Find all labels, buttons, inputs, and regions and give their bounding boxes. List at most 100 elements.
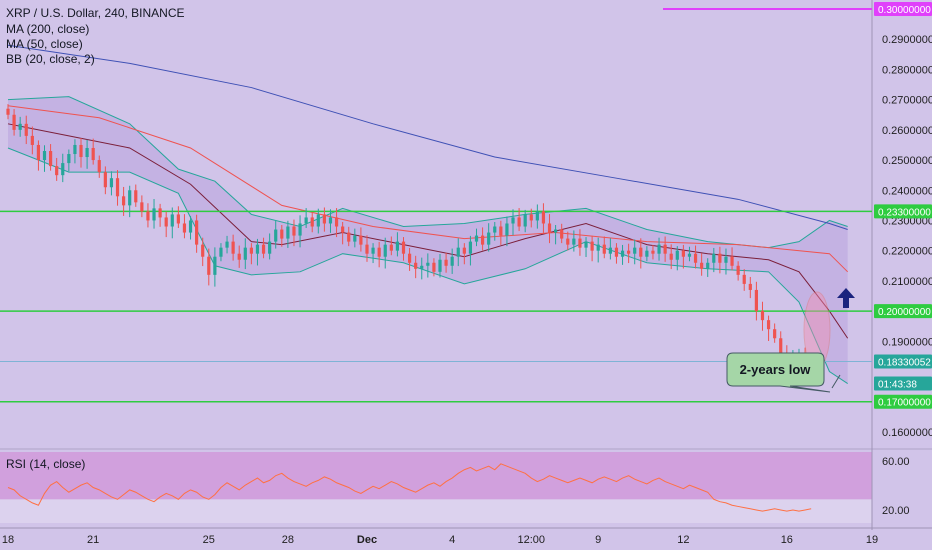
candle-body	[55, 166, 59, 176]
candle	[170, 207, 174, 239]
candle-body	[474, 235, 479, 242]
legend-bb: BB (20, close, 2)	[6, 52, 95, 66]
price-tag	[874, 354, 932, 369]
candle	[122, 186, 126, 216]
y-tick-label: 0.16000000	[882, 427, 932, 439]
ma50-line	[7, 105, 849, 273]
candle-body	[663, 244, 667, 254]
candle-body	[614, 247, 619, 257]
candle	[639, 238, 643, 269]
candle-body	[128, 190, 132, 206]
candle-body	[773, 329, 777, 339]
x-tick-label: 21	[87, 534, 99, 546]
candle	[450, 248, 454, 274]
candle	[760, 301, 765, 331]
candle-body	[438, 259, 442, 272]
candle	[596, 237, 600, 263]
candle-body	[748, 283, 752, 290]
candle-body	[535, 211, 539, 221]
candle	[681, 244, 685, 269]
candle-body	[73, 144, 77, 155]
candle	[614, 243, 619, 264]
candle	[602, 236, 606, 259]
candle-body	[718, 253, 722, 263]
candle-body	[487, 232, 491, 245]
candle	[560, 223, 564, 244]
candle	[207, 248, 211, 286]
candle	[316, 208, 320, 234]
candle-body	[371, 247, 375, 254]
candle-body	[706, 262, 710, 269]
candle-body	[742, 274, 746, 284]
candle	[383, 237, 387, 269]
candle-body	[681, 250, 685, 257]
candle	[590, 235, 594, 262]
candle-body	[103, 172, 107, 188]
candle	[36, 140, 41, 171]
candle-body	[322, 214, 326, 224]
candle	[109, 171, 114, 196]
rsi-y-tick-20: 20.00	[882, 505, 910, 517]
candle-body	[298, 223, 302, 236]
candle	[766, 315, 771, 341]
candle	[152, 199, 156, 229]
candle-body	[675, 250, 679, 260]
candle	[134, 184, 138, 207]
candle	[572, 230, 576, 252]
candle-body	[30, 135, 34, 145]
candle-body	[608, 247, 612, 254]
candle-body	[188, 220, 193, 233]
legend-ma200: MA (200, close)	[6, 22, 89, 36]
candle	[499, 220, 503, 245]
candle-body	[176, 214, 180, 224]
candle	[505, 216, 509, 247]
candle-body	[657, 244, 661, 254]
x-tick-label: Dec	[357, 534, 377, 546]
rsi-y-tick-60: 60.00	[882, 456, 910, 468]
candle	[584, 237, 588, 258]
candle-body	[36, 144, 41, 161]
candle-body	[152, 208, 156, 221]
candle	[687, 246, 692, 262]
candle-body	[18, 123, 22, 130]
candle-body	[505, 223, 509, 236]
candle-body	[334, 217, 339, 227]
rsi-label: RSI (14, close)	[6, 457, 85, 471]
candle	[547, 214, 552, 244]
candle	[706, 258, 710, 277]
candle-body	[602, 244, 606, 254]
candle	[529, 208, 533, 228]
candle-body	[560, 229, 564, 239]
price-tag	[874, 204, 932, 219]
candle-body	[91, 147, 95, 161]
candle	[724, 248, 728, 275]
candle	[468, 235, 473, 266]
candle-body	[359, 235, 363, 245]
candle-body	[249, 247, 253, 254]
candle	[67, 149, 71, 172]
candle-body	[590, 241, 594, 251]
candle	[511, 209, 515, 236]
candle-body	[736, 265, 740, 275]
candle-body	[79, 144, 83, 158]
candle-body	[700, 262, 704, 269]
candle-body	[85, 147, 89, 158]
candle	[140, 195, 144, 218]
candle-body	[529, 214, 533, 221]
candle	[407, 247, 412, 271]
candle-body	[304, 217, 308, 224]
candle	[517, 208, 521, 232]
candle	[480, 227, 485, 251]
candle-body	[158, 208, 162, 218]
legend: XRP / U.S. Dollar, 240, BINANCE MA (200,…	[6, 6, 185, 66]
candle	[12, 109, 16, 136]
candle	[42, 145, 47, 172]
candle	[700, 253, 704, 276]
candle	[438, 253, 442, 278]
callout-2-years-low: 2-years low	[726, 352, 831, 393]
candle	[164, 211, 168, 238]
candle	[377, 241, 381, 268]
